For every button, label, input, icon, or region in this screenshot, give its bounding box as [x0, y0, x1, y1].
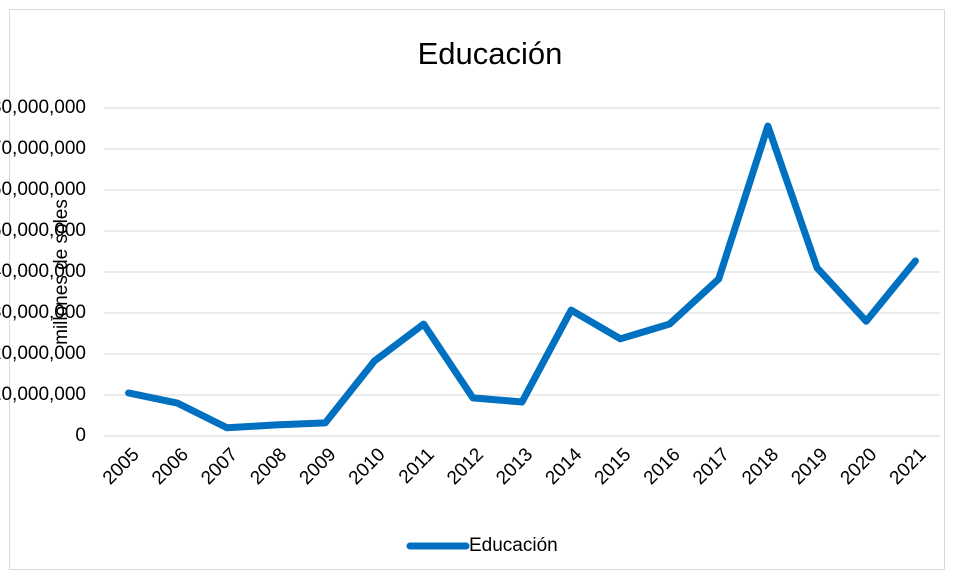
y-tick-label: 40,000,000 — [0, 261, 86, 282]
y-tick-label: 30,000,000 — [0, 302, 86, 323]
legend-label: Educación — [469, 535, 558, 556]
data-line — [125, 122, 919, 432]
y-tick-label: 10,000,000 — [0, 384, 86, 405]
y-tick-label: 70,000,000 — [0, 138, 86, 159]
y-tick-label: 0 — [75, 425, 86, 446]
y-tick-label: 50,000,000 — [0, 220, 86, 241]
y-tick-label: 60,000,000 — [0, 179, 86, 200]
chart-border — [9, 9, 945, 570]
chart-title: Educación — [418, 36, 563, 71]
y-tick-label: 80,000,000 — [0, 97, 86, 118]
y-axis-label: millones de soles — [51, 199, 72, 345]
y-tick-label: 20,000,000 — [0, 343, 86, 364]
